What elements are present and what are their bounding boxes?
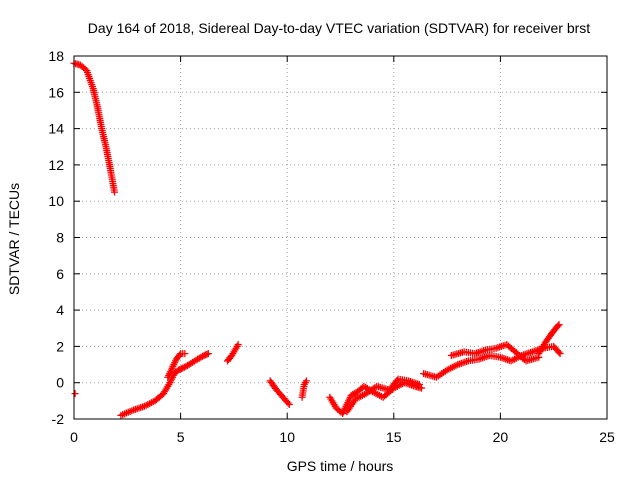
- data-segment: [71, 390, 79, 398]
- data-point-marker: [415, 381, 423, 389]
- y-tick-label: 6: [56, 266, 64, 282]
- x-tick-label: 0: [70, 429, 78, 445]
- data-point-marker: [285, 400, 293, 408]
- data-segment: [164, 350, 189, 381]
- y-tick-label: 4: [56, 302, 64, 318]
- x-tick-label: 25: [599, 429, 615, 445]
- data-point-marker: [302, 377, 310, 385]
- data-segment: [117, 350, 212, 419]
- x-tick-label: 20: [493, 429, 509, 445]
- data-points: [70, 59, 564, 419]
- y-tick-label: 8: [56, 230, 64, 246]
- data-segment: [535, 321, 563, 358]
- data-point-marker: [71, 390, 79, 398]
- y-tick-label: 14: [48, 121, 64, 137]
- data-segment: [266, 377, 293, 408]
- y-tick-label: 16: [48, 84, 64, 100]
- y-tick-label: -2: [52, 411, 65, 427]
- x-tick-label: 10: [279, 429, 295, 445]
- chart-title: Day 164 of 2018, Sidereal Day-to-day VTE…: [88, 20, 590, 36]
- x-tick-label: 5: [177, 429, 185, 445]
- y-axis-label: SDTVAR / TECUs: [6, 183, 22, 295]
- axis-ticks: 0 5 10 15 20 25 -2 0 2 4 6 8 10 12 14 16 18: [48, 48, 615, 445]
- data-point-marker: [198, 352, 206, 360]
- y-tick-label: 2: [56, 338, 64, 354]
- y-tick-label: 12: [48, 157, 64, 173]
- x-axis-label: GPS time / hours: [287, 458, 394, 474]
- x-tick-label: 15: [386, 429, 402, 445]
- data-point-marker: [555, 348, 563, 356]
- y-tick-label: 0: [56, 375, 64, 391]
- data-point-marker: [556, 350, 564, 358]
- grid-lines: [74, 56, 607, 419]
- data-point-marker: [555, 321, 563, 329]
- data-segment: [298, 377, 310, 401]
- data-point-marker: [176, 351, 184, 359]
- data-segment: [224, 341, 242, 365]
- data-point-marker: [284, 399, 292, 407]
- data-point-marker: [181, 350, 189, 358]
- data-point-marker: [111, 188, 119, 196]
- data-point-marker: [554, 322, 562, 330]
- data-point-marker: [418, 384, 426, 392]
- data-point-marker: [204, 350, 212, 358]
- data-segment: [70, 59, 119, 196]
- data-segment: [343, 375, 423, 416]
- y-tick-label: 10: [48, 193, 64, 209]
- data-segment: [447, 341, 543, 365]
- data-point-marker: [234, 341, 242, 349]
- y-tick-label: 18: [48, 48, 64, 64]
- data-point-marker: [393, 377, 401, 385]
